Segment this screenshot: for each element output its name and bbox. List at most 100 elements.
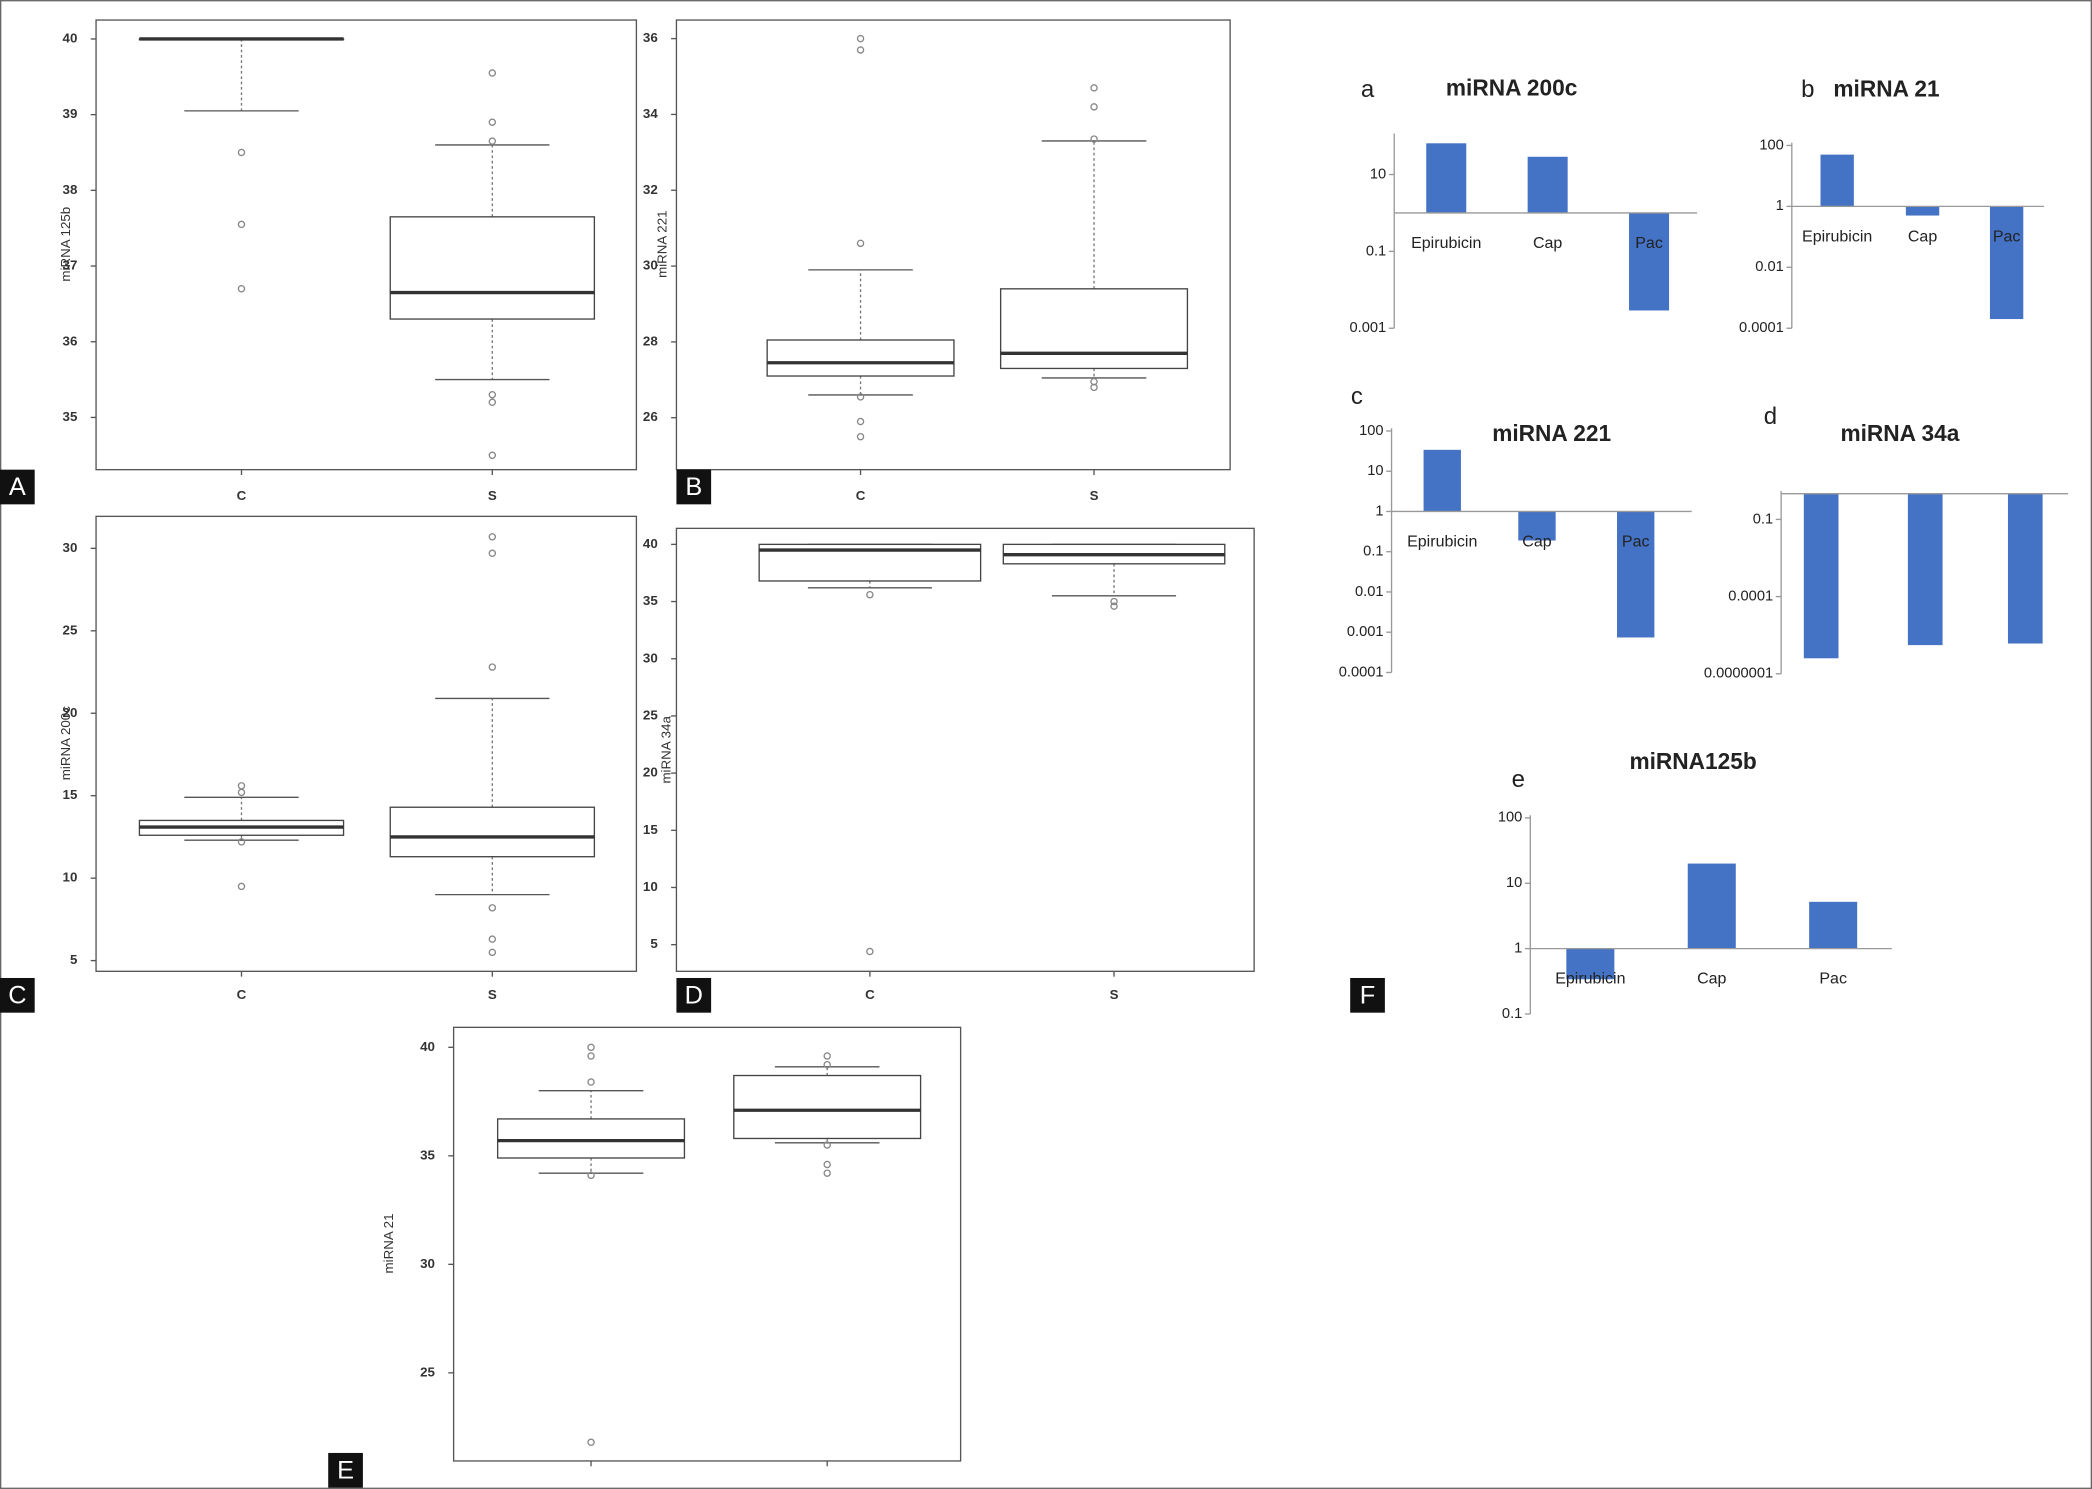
plot-frame	[95, 515, 638, 972]
outlier	[866, 590, 874, 599]
outlier	[488, 390, 497, 399]
panel-letter: c	[1351, 383, 1363, 410]
outlier	[823, 1060, 831, 1069]
outlier	[488, 904, 497, 912]
bar	[1527, 156, 1568, 213]
chart-title: miRNA 200c	[1446, 74, 1577, 100]
outlier	[488, 69, 497, 77]
y-tick-label: 0.1	[1363, 544, 1383, 560]
box	[389, 806, 596, 858]
y-tick-label: 10	[643, 879, 658, 894]
outlier	[823, 1160, 831, 1169]
outlier	[488, 451, 497, 460]
y-tick-label: 36	[63, 333, 78, 348]
bar	[1803, 493, 1839, 659]
x-tick-label: S	[488, 987, 497, 1002]
x-tick-label: Cap	[1908, 228, 1937, 245]
y-axis-label: miRNA 21	[381, 1213, 396, 1273]
y-tick-label: 1	[1776, 198, 1784, 214]
outlier	[587, 1171, 595, 1180]
panel-label: F	[1360, 981, 1375, 1009]
bar	[1820, 154, 1854, 207]
outlier	[856, 46, 865, 54]
y-tick-label: 25	[63, 622, 78, 637]
x-tick-label: S	[1110, 987, 1119, 1002]
panel-label-box	[0, 977, 35, 1013]
bar	[1905, 206, 1940, 216]
panel-label: E	[337, 1456, 354, 1484]
x-tick-label: S	[488, 488, 497, 503]
plot-frame	[452, 1026, 962, 1462]
x-tick-label: C	[856, 488, 866, 503]
outlier	[237, 285, 246, 293]
y-tick-label: 37	[63, 258, 78, 273]
outlier	[488, 533, 497, 541]
x-tick-label: Pac	[1635, 235, 1663, 252]
y-tick-label: 28	[643, 333, 658, 348]
y-tick-label: 100	[1759, 137, 1783, 153]
panel-letter: b	[1801, 76, 1814, 103]
y-tick-label: 10	[1370, 166, 1386, 182]
panel-label-box	[676, 469, 712, 505]
outlier	[1090, 383, 1098, 392]
bar	[1629, 212, 1670, 311]
outlier	[856, 432, 865, 441]
panel-label: C	[8, 981, 26, 1009]
y-tick-label: 0.0001	[1739, 320, 1784, 336]
panel-label: B	[685, 473, 702, 501]
y-tick-label: 26	[643, 409, 658, 424]
x-tick-label: Cap	[1522, 533, 1551, 550]
y-tick-label: 0.01	[1755, 259, 1784, 275]
x-tick-label: Cap	[1697, 971, 1726, 988]
bar	[1907, 493, 1943, 646]
y-tick-label: 15	[63, 787, 78, 802]
outlier	[823, 1052, 831, 1060]
y-tick-label: 20	[63, 705, 78, 720]
outlier	[488, 549, 497, 558]
bar	[1426, 143, 1467, 213]
x-tick-label: C	[865, 987, 875, 1002]
outlier	[856, 417, 865, 426]
y-axis-label: miRNA 125b	[58, 207, 73, 282]
y-tick-label: 30	[63, 540, 78, 555]
y-tick-label: 15	[643, 822, 658, 837]
y-axis-label: miRNA 200c	[58, 706, 73, 780]
y-tick-label: 5	[70, 952, 78, 967]
y-tick-label: 32	[643, 182, 658, 197]
outlier	[587, 1078, 595, 1086]
box	[733, 1074, 922, 1140]
outlier	[488, 935, 497, 943]
outlier	[866, 947, 874, 956]
panel-letter: a	[1361, 76, 1375, 103]
x-tick-label: Pac	[1622, 533, 1650, 550]
y-tick-label: 0.0001	[1339, 664, 1384, 680]
box	[766, 339, 955, 377]
outlier	[488, 663, 497, 671]
box	[999, 288, 1189, 370]
outlier	[1090, 135, 1098, 143]
outlier	[237, 838, 246, 846]
bar	[1989, 206, 2024, 320]
y-tick-label: 0.1	[1366, 243, 1386, 259]
y-tick-label: 35	[63, 409, 78, 424]
y-tick-label: 39	[63, 106, 78, 121]
y-tick-label: 0.001	[1350, 320, 1387, 336]
y-tick-label: 30	[643, 258, 658, 273]
outlier	[587, 1052, 595, 1060]
y-tick-label: 0.0001	[1728, 588, 1773, 604]
y-tick-label: 10	[1506, 875, 1522, 891]
y-tick-label: 100	[1359, 423, 1383, 439]
outlier	[488, 398, 497, 407]
outlier	[237, 220, 246, 229]
y-tick-label: 1	[1375, 503, 1383, 519]
chart-title: miRNA 21	[1833, 76, 1939, 102]
y-tick-label: 40	[643, 536, 658, 551]
bar	[1809, 901, 1858, 949]
outlier	[856, 34, 865, 43]
y-tick-label: 30	[420, 1256, 435, 1271]
outlier	[587, 1438, 595, 1447]
bar	[1687, 863, 1736, 949]
box	[389, 216, 596, 320]
